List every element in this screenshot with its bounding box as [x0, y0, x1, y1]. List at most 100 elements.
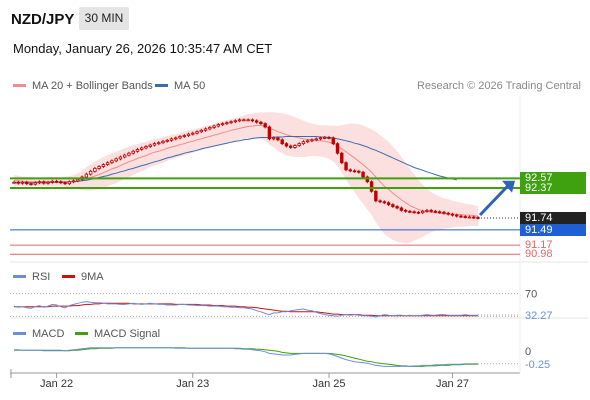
candle: [191, 132, 195, 135]
candle: [246, 119, 250, 122]
legend-ma50: MA 50: [155, 80, 205, 92]
candle: [127, 152, 131, 156]
candle: [386, 202, 391, 206]
candle: [429, 209, 433, 212]
candle: [195, 131, 199, 134]
legend-rsi: RSI: [13, 271, 50, 283]
candle: [446, 212, 450, 215]
candle: [442, 211, 446, 214]
level-label-92-57: 92.57: [525, 172, 553, 185]
candle: [169, 138, 174, 141]
legend-macd-signal-label: MACD Signal: [94, 328, 161, 340]
candle: [455, 214, 459, 217]
macd-signal-line: [14, 347, 478, 367]
timeframe-button[interactable]: 30 MIN: [79, 7, 129, 30]
level-label-92-37: 92.37: [525, 181, 553, 194]
candle: [314, 138, 318, 141]
candle: [220, 123, 225, 126]
candle: [174, 137, 178, 140]
candle: [20, 181, 25, 184]
candle: [118, 156, 123, 160]
legend-rsi-ma-label: 9MA: [81, 271, 104, 283]
legend-rsi-ma-swatch: [62, 274, 75, 278]
x-tick-label: Jan 25: [312, 378, 345, 390]
candle: [152, 143, 157, 146]
candle: [97, 166, 101, 169]
candle: [340, 152, 344, 164]
rsi-line: [13, 301, 478, 318]
candle: [135, 148, 140, 152]
candle: [280, 139, 284, 145]
level-label-91-49: 91.49: [520, 223, 586, 236]
candle: [420, 210, 425, 214]
x-tick-label: Jan 27: [436, 378, 469, 390]
candle: [284, 143, 289, 147]
candle: [271, 137, 276, 140]
candle: [122, 154, 127, 158]
symbol-title: NZD/JPY: [11, 11, 75, 28]
candle: [165, 139, 169, 142]
candle: [382, 201, 387, 204]
candle: [212, 125, 216, 128]
candle: [391, 204, 395, 207]
candle: [331, 137, 335, 145]
candle: [67, 181, 72, 185]
candle: [310, 139, 314, 142]
rsi-ma-line: [14, 302, 478, 317]
legend-macd: MACD: [13, 328, 64, 340]
legend-ma50-label: MA 50: [174, 80, 206, 92]
legend-rsi-label: RSI: [32, 271, 51, 283]
x-tick-label: Jan 22: [40, 378, 73, 390]
candle: [361, 171, 365, 178]
candle: [408, 210, 412, 213]
macd-tick-0: 0: [525, 346, 531, 358]
candle: [12, 181, 16, 184]
candle: [318, 137, 323, 140]
candle: [250, 119, 255, 122]
ma20-line: [14, 125, 479, 217]
candle: [88, 170, 93, 175]
candle: [433, 210, 438, 213]
forecast-arrow-line: [478, 184, 510, 217]
candle: [148, 144, 152, 147]
candle: [16, 181, 20, 184]
candle: [208, 127, 212, 130]
candle: [50, 180, 55, 183]
candle: [378, 200, 382, 203]
candle: [327, 137, 331, 139]
candle: [450, 213, 455, 216]
candle: [352, 170, 357, 173]
chart-header: NZD/JPY 30 MIN Monday, January 26, 2026 …: [0, 0, 590, 68]
ma50-line: [14, 136, 457, 184]
candle: [472, 216, 476, 219]
candle: [229, 121, 233, 124]
resistance-label-box: [520, 172, 586, 194]
candle: [63, 182, 67, 185]
candle: [288, 145, 293, 148]
datetime-label: Monday, January 26, 2026 10:35:47 AM CET: [13, 41, 273, 56]
candle: [348, 169, 352, 172]
candle: [416, 211, 421, 214]
candle: [242, 119, 246, 122]
legend-ma20: MA 20 + Bollinger Bands: [13, 80, 153, 92]
candle: [293, 145, 297, 148]
last-price-label: 91.74: [520, 211, 586, 224]
candle: [59, 181, 63, 184]
candle: [33, 182, 37, 185]
x-tick-label: Jan 23: [176, 378, 209, 390]
candle: [412, 211, 416, 214]
rsi-last-value: 32.27: [525, 310, 553, 322]
candle: [37, 181, 42, 184]
legend-ma20-label: MA 20 + Bollinger Bands: [32, 80, 153, 92]
candle: [199, 129, 204, 133]
candle: [233, 120, 238, 123]
candle: [110, 160, 114, 164]
candle: [301, 141, 306, 145]
level-label-91-17: 91.17: [525, 239, 553, 252]
candle: [467, 216, 472, 219]
level-label-90-98: 90.98: [525, 248, 553, 261]
legend-macd-signal: MACD Signal: [75, 328, 160, 340]
candle: [437, 211, 442, 214]
candle: [114, 158, 118, 162]
